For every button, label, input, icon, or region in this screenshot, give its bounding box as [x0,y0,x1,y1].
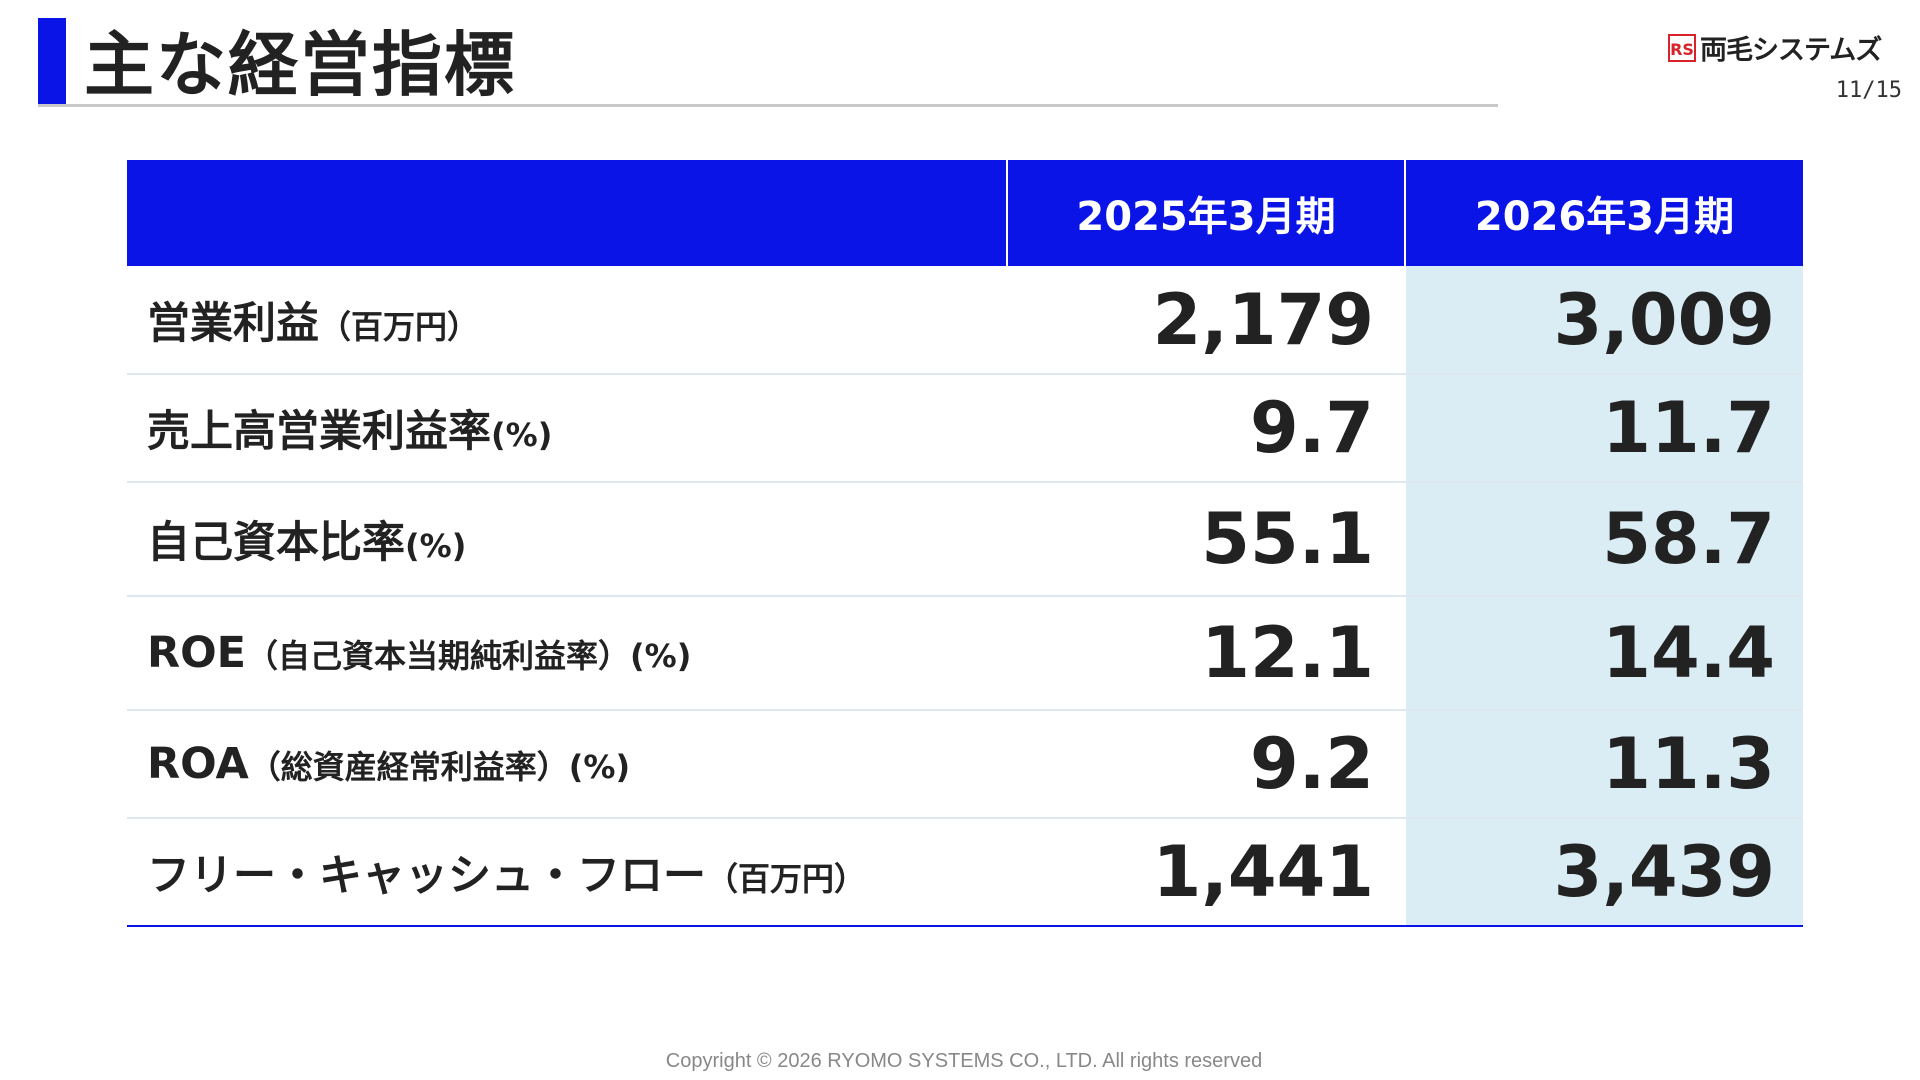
row-label: フリー・キャッシュ・フロー（百万円） [127,818,1007,927]
title-divider [38,104,1498,107]
metric-name: フリー・キャッシュ・フロー [147,851,706,901]
logo-text: 両毛システムズ [1700,35,1882,66]
row-label: ROA（総資産経常利益率）(%) [127,710,1007,819]
column-header-fy2025: 2025年3月期 [1007,160,1406,266]
row-label: 営業利益（百万円） [127,266,1007,375]
metric-unit: （自己資本当期純利益率）(%) [246,637,692,675]
value-fy2026: 3,009 [1404,266,1803,375]
logo-mark-icon: RS [1668,33,1696,62]
table-row: ROA（総資産経常利益率）(%) 9.2 11.3 [127,710,1803,819]
metric-unit: (%) [405,527,467,565]
metric-name: 自己資本比率 [147,518,405,568]
metric-name: 売上高営業利益率 [147,407,491,457]
metric-unit: （百万円） [319,307,480,346]
company-logo: RS 両毛システムズ [1668,28,1882,67]
value-fy2025: 1,441 [1007,818,1405,927]
value-fy2025: 9.7 [1007,374,1405,483]
metric-name: ROA [147,739,249,789]
row-label: 売上高営業利益率(%) [127,374,1007,483]
value-fy2025: 2,179 [1007,266,1405,375]
value-fy2026: 11.3 [1404,710,1803,819]
value-fy2026: 58.7 [1404,482,1803,597]
metric-name: 営業利益 [147,298,319,349]
value-fy2026: 14.4 [1404,596,1803,711]
metric-unit: （総資産経常利益率）(%) [248,748,631,786]
table-row: 営業利益（百万円） 2,179 3,009 [127,266,1803,375]
value-fy2026: 11.7 [1404,374,1803,483]
value-fy2025: 9.2 [1007,710,1405,819]
table-row: ROE（自己資本当期純利益率）(%) 12.1 14.4 [127,596,1803,711]
row-label: 自己資本比率(%) [127,482,1007,597]
copyright-footer: Copyright © 2026 RYOMO SYSTEMS CO., LTD.… [665,1050,1263,1072]
column-header-label [127,160,1008,266]
table-row: 自己資本比率(%) 55.1 58.7 [127,482,1803,597]
value-fy2026: 3,439 [1404,818,1803,927]
page-title: 主な経営指標 [84,24,516,106]
value-fy2025: 12.1 [1007,596,1405,711]
metric-name: ROE [147,628,247,678]
table-row: フリー・キャッシュ・フロー（百万円） 1,441 3,439 [127,818,1803,927]
table-row: 売上高営業利益率(%) 9.7 11.7 [127,374,1803,483]
title-accent-bar [38,18,66,104]
metric-unit: (%) [491,416,553,454]
row-label: ROE（自己資本当期純利益率）(%) [127,596,1007,711]
kpi-table: 2025年3月期 2026年3月期 営業利益（百万円） 2,179 3,009 … [127,160,1803,927]
page-number: 11/15 [1835,78,1902,103]
table-header-row: 2025年3月期 2026年3月期 [127,160,1803,266]
metric-unit: （百万円） [706,860,867,898]
value-fy2025: 55.1 [1007,482,1405,597]
column-header-fy2026: 2026年3月期 [1405,160,1803,266]
